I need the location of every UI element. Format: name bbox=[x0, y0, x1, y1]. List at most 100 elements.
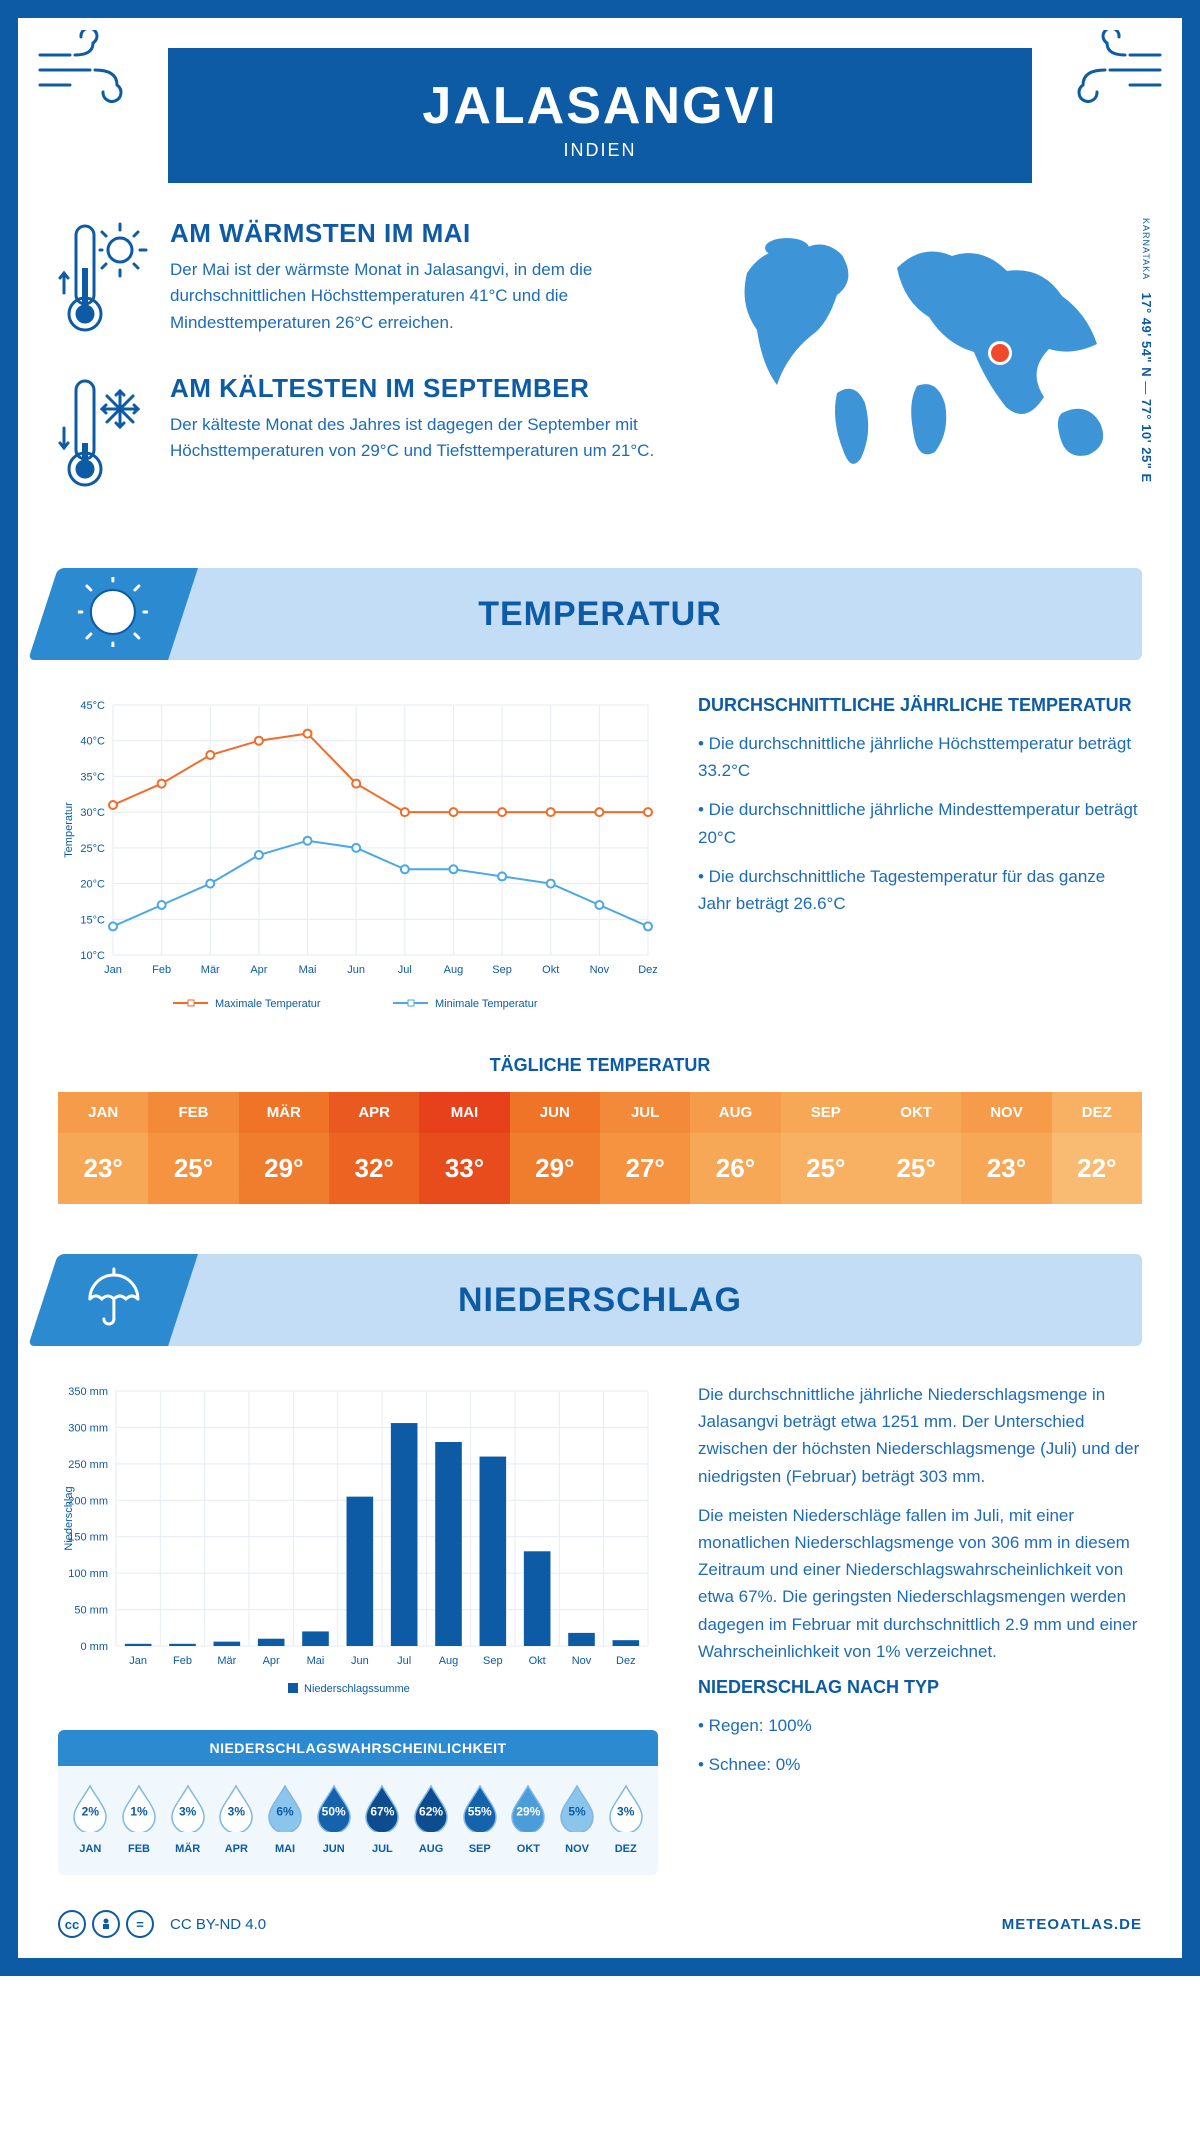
footer: cc = CC BY-ND 4.0 METEOATLAS.DE bbox=[58, 1910, 1142, 1938]
precip-probability: NIEDERSCHLAGSWAHRSCHEINLICHKEIT 2% JAN 1… bbox=[58, 1730, 658, 1875]
svg-text:Temperatur: Temperatur bbox=[63, 802, 75, 858]
precip-drop: 1% FEB bbox=[115, 1782, 164, 1855]
precip-drop: 6% MAI bbox=[261, 1782, 310, 1855]
precip-drop: 3% DEZ bbox=[601, 1782, 650, 1855]
temp-cell: SEP25° bbox=[781, 1092, 871, 1204]
warmest-text: Der Mai ist der wärmste Monat in Jalasan… bbox=[170, 257, 692, 336]
page-title: JALASANGVI bbox=[168, 76, 1032, 136]
license-text: CC BY-ND 4.0 bbox=[170, 1916, 266, 1933]
precip-drop: 3% APR bbox=[212, 1782, 261, 1855]
temp-cell: AUG26° bbox=[690, 1092, 780, 1204]
svg-text:Jan: Jan bbox=[129, 1655, 147, 1667]
svg-text:Niederschlag: Niederschlag bbox=[63, 1486, 75, 1550]
svg-text:Sep: Sep bbox=[483, 1655, 503, 1667]
svg-text:Nov: Nov bbox=[590, 964, 610, 976]
temp-cell: FEB25° bbox=[148, 1092, 238, 1204]
svg-text:Niederschlagssumme: Niederschlagssumme bbox=[304, 1683, 410, 1695]
svg-text:250 mm: 250 mm bbox=[68, 1459, 108, 1471]
precip-drop: 5% NOV bbox=[553, 1782, 602, 1855]
svg-text:Minimale Temperatur: Minimale Temperatur bbox=[435, 998, 538, 1010]
temp-side-title: DURCHSCHNITTLICHE JÄHRLICHE TEMPERATUR bbox=[698, 695, 1142, 716]
coldest-block: AM KÄLTESTEN IM SEPTEMBER Der kälteste M… bbox=[58, 373, 692, 498]
svg-text:Mai: Mai bbox=[307, 1655, 325, 1667]
wind-icon bbox=[30, 30, 130, 110]
precip-drop: 55% SEP bbox=[455, 1782, 504, 1855]
nd-icon: = bbox=[126, 1910, 154, 1938]
svg-text:100 mm: 100 mm bbox=[68, 1568, 108, 1580]
temperature-banner: TEMPERATUR bbox=[58, 568, 1142, 660]
svg-text:Jun: Jun bbox=[347, 964, 365, 976]
svg-text:Aug: Aug bbox=[444, 964, 464, 976]
sun-icon bbox=[78, 577, 148, 647]
svg-text:Mai: Mai bbox=[299, 964, 317, 976]
warmest-block: AM WÄRMSTEN IM MAI Der Mai ist der wärms… bbox=[58, 218, 692, 343]
temp-cell: DEZ22° bbox=[1052, 1092, 1142, 1204]
coordinates: KARNATAKA 17° 49' 54" N — 77° 10' 25" E bbox=[1139, 218, 1154, 483]
svg-text:20°C: 20°C bbox=[80, 879, 105, 891]
precip-drop: 62% AUG bbox=[407, 1782, 456, 1855]
temp-bullet: • Die durchschnittliche jährliche Höchst… bbox=[698, 730, 1142, 784]
svg-text:Okt: Okt bbox=[529, 1655, 546, 1667]
svg-text:40°C: 40°C bbox=[80, 736, 105, 748]
temp-cell: MÄR29° bbox=[239, 1092, 329, 1204]
svg-text:Maximale Temperatur: Maximale Temperatur bbox=[215, 998, 321, 1010]
daily-temp-grid: JAN23°FEB25°MÄR29°APR32°MAI33°JUN29°JUL2… bbox=[58, 1092, 1142, 1204]
temp-cell: JUN29° bbox=[510, 1092, 600, 1204]
svg-text:Dez: Dez bbox=[638, 964, 658, 976]
precip-chart: 0 mm50 mm100 mm150 mm200 mm250 mm300 mm3… bbox=[58, 1381, 658, 1701]
precip-drop: 2% JAN bbox=[66, 1782, 115, 1855]
svg-text:10°C: 10°C bbox=[80, 950, 105, 962]
svg-text:Okt: Okt bbox=[542, 964, 559, 976]
svg-text:300 mm: 300 mm bbox=[68, 1422, 108, 1434]
temp-cell: APR32° bbox=[329, 1092, 419, 1204]
svg-text:Nov: Nov bbox=[572, 1655, 592, 1667]
warmest-title: AM WÄRMSTEN IM MAI bbox=[170, 218, 692, 249]
umbrella-icon bbox=[80, 1265, 146, 1331]
temp-cell: JAN23° bbox=[58, 1092, 148, 1204]
svg-text:Jul: Jul bbox=[397, 1655, 411, 1667]
svg-text:Feb: Feb bbox=[173, 1655, 192, 1667]
svg-text:Jun: Jun bbox=[351, 1655, 369, 1667]
coldest-title: AM KÄLTESTEN IM SEPTEMBER bbox=[170, 373, 692, 404]
precip-para: Die meisten Niederschläge fallen im Juli… bbox=[698, 1502, 1142, 1665]
header-banner: JALASANGVI INDIEN bbox=[168, 48, 1032, 183]
site-name: METEOATLAS.DE bbox=[1002, 1916, 1142, 1933]
temp-bullet: • Die durchschnittliche jährliche Mindes… bbox=[698, 796, 1142, 850]
svg-text:Mär: Mär bbox=[201, 964, 220, 976]
svg-text:45°C: 45°C bbox=[80, 700, 105, 712]
svg-text:Mär: Mär bbox=[217, 1655, 236, 1667]
thermometer-cold-icon bbox=[58, 373, 148, 493]
precip-type-title: NIEDERSCHLAG NACH TYP bbox=[698, 1677, 1142, 1698]
temp-cell: MAI33° bbox=[419, 1092, 509, 1204]
precip-type-bullet: • Schnee: 0% bbox=[698, 1751, 1142, 1778]
svg-text:Dez: Dez bbox=[616, 1655, 636, 1667]
precip-para: Die durchschnittliche jährliche Niedersc… bbox=[698, 1381, 1142, 1490]
svg-text:Sep: Sep bbox=[492, 964, 512, 976]
precip-drop: 67% JUL bbox=[358, 1782, 407, 1855]
coldest-text: Der kälteste Monat des Jahres ist dagege… bbox=[170, 412, 692, 465]
svg-text:0 mm: 0 mm bbox=[81, 1641, 109, 1653]
page-subtitle: INDIEN bbox=[168, 140, 1032, 161]
svg-text:Apr: Apr bbox=[263, 1655, 280, 1667]
thermometer-hot-icon bbox=[58, 218, 148, 338]
temp-cell: OKT25° bbox=[871, 1092, 961, 1204]
daily-temp-title: TÄGLICHE TEMPERATUR bbox=[58, 1055, 1142, 1076]
temperature-chart: 10°C15°C20°C25°C30°C35°C40°C45°CJanFebMä… bbox=[58, 695, 658, 1015]
svg-text:25°C: 25°C bbox=[80, 843, 105, 855]
by-icon bbox=[92, 1910, 120, 1938]
svg-text:15°C: 15°C bbox=[80, 914, 105, 926]
svg-text:Jan: Jan bbox=[104, 964, 122, 976]
svg-text:Aug: Aug bbox=[439, 1655, 459, 1667]
precip-type-bullet: • Regen: 100% bbox=[698, 1712, 1142, 1739]
svg-text:Apr: Apr bbox=[250, 964, 267, 976]
wind-icon bbox=[1070, 30, 1170, 110]
svg-text:350 mm: 350 mm bbox=[68, 1386, 108, 1398]
temp-cell: NOV23° bbox=[961, 1092, 1051, 1204]
precip-drop: 3% MÄR bbox=[163, 1782, 212, 1855]
temp-cell: JUL27° bbox=[600, 1092, 690, 1204]
precip-drop: 29% OKT bbox=[504, 1782, 553, 1855]
svg-text:30°C: 30°C bbox=[80, 807, 105, 819]
svg-text:Jul: Jul bbox=[398, 964, 412, 976]
svg-text:35°C: 35°C bbox=[80, 771, 105, 783]
cc-icon: cc bbox=[58, 1910, 86, 1938]
